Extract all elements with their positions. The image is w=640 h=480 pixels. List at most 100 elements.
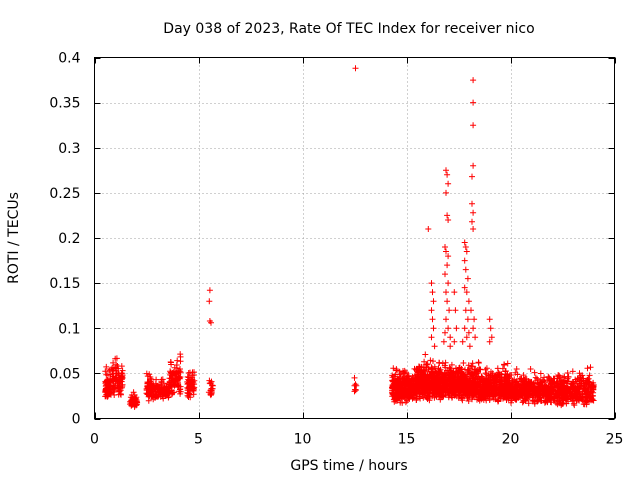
data-point [466, 377, 473, 383]
data-point [400, 370, 407, 376]
data-point [128, 392, 135, 398]
y-tick-label: 0.4 [58, 51, 80, 67]
data-point [170, 369, 177, 376]
data-point [450, 384, 457, 391]
data-point [543, 384, 550, 391]
data-point [446, 391, 453, 398]
data-point [507, 395, 514, 402]
data-point [170, 380, 177, 387]
data-point [464, 316, 471, 323]
data-point [464, 366, 471, 373]
data-point [468, 307, 474, 314]
data-point [156, 386, 163, 393]
data-point [554, 375, 561, 382]
data-point [433, 381, 440, 388]
data-point [400, 393, 407, 400]
data-point [396, 394, 403, 401]
data-point [483, 365, 490, 372]
data-point [432, 368, 439, 375]
data-point [538, 397, 545, 404]
data-point [418, 367, 425, 374]
data-point [103, 387, 110, 394]
y-axis-label: ROTI / TECUs [6, 192, 22, 284]
data-point [455, 394, 462, 401]
data-point [207, 379, 214, 386]
data-point [470, 77, 477, 84]
data-point [501, 361, 508, 368]
data-point [514, 371, 521, 378]
data-point [177, 351, 184, 358]
data-point [504, 373, 511, 380]
data-point [129, 398, 136, 404]
data-point [486, 316, 493, 323]
data-point [110, 359, 117, 366]
data-point [110, 385, 117, 392]
data-point [470, 162, 477, 169]
x-axis-label: GPS time / hours [290, 458, 407, 474]
data-point [508, 372, 515, 378]
data-point [453, 325, 460, 332]
data-point [115, 391, 122, 398]
data-point [431, 343, 438, 350]
data-point [430, 298, 437, 305]
data-point [148, 393, 155, 400]
data-point [452, 378, 459, 385]
data-point [469, 360, 476, 367]
data-point [455, 382, 461, 389]
data-point [483, 380, 490, 387]
x-tick-label: 15 [398, 432, 416, 448]
data-point [208, 319, 214, 326]
y-tick-label: 0 [72, 412, 81, 428]
data-point [577, 374, 584, 381]
data-point [177, 383, 184, 390]
data-point [205, 389, 212, 396]
data-point [427, 375, 434, 382]
data-point [169, 390, 176, 397]
data-point [442, 364, 449, 371]
data-point [395, 386, 402, 393]
data-point [187, 385, 194, 392]
x-tick-label: 20 [502, 432, 520, 448]
data-point [447, 334, 454, 341]
data-point [488, 334, 495, 341]
data-point [437, 366, 444, 373]
data-point [462, 266, 469, 273]
data-point [443, 289, 449, 296]
data-point [562, 386, 569, 393]
data-point [206, 287, 213, 294]
data-point [153, 383, 160, 390]
data-point [552, 391, 559, 398]
data-point [186, 391, 193, 398]
data-point [463, 334, 470, 341]
data-point [541, 389, 548, 396]
data-point [451, 289, 458, 296]
data-point [446, 307, 453, 314]
y-tick-label: 0.35 [49, 96, 80, 112]
data-point [166, 379, 173, 386]
data-point [442, 329, 448, 336]
data-point [185, 374, 192, 381]
data-point [533, 390, 540, 397]
data-point [586, 395, 593, 401]
data-point [188, 377, 195, 384]
data-point [509, 392, 516, 399]
data-point [540, 377, 546, 384]
data-point [465, 298, 472, 305]
data-point [466, 394, 473, 400]
data-point [399, 399, 406, 406]
data-point [395, 382, 401, 389]
chart-title: Day 038 of 2023, Rate Of TEC Index for r… [163, 21, 534, 37]
data-point [435, 377, 442, 384]
data-point [158, 376, 165, 383]
data-point [184, 373, 191, 380]
data-point [160, 395, 167, 402]
data-point [109, 376, 116, 383]
data-point [119, 381, 126, 388]
data-point [463, 389, 470, 395]
data-point [486, 338, 493, 345]
data-point [445, 253, 452, 260]
data-points [102, 65, 597, 410]
data-point [471, 316, 478, 323]
data-point [556, 386, 563, 393]
data-point [557, 396, 564, 403]
